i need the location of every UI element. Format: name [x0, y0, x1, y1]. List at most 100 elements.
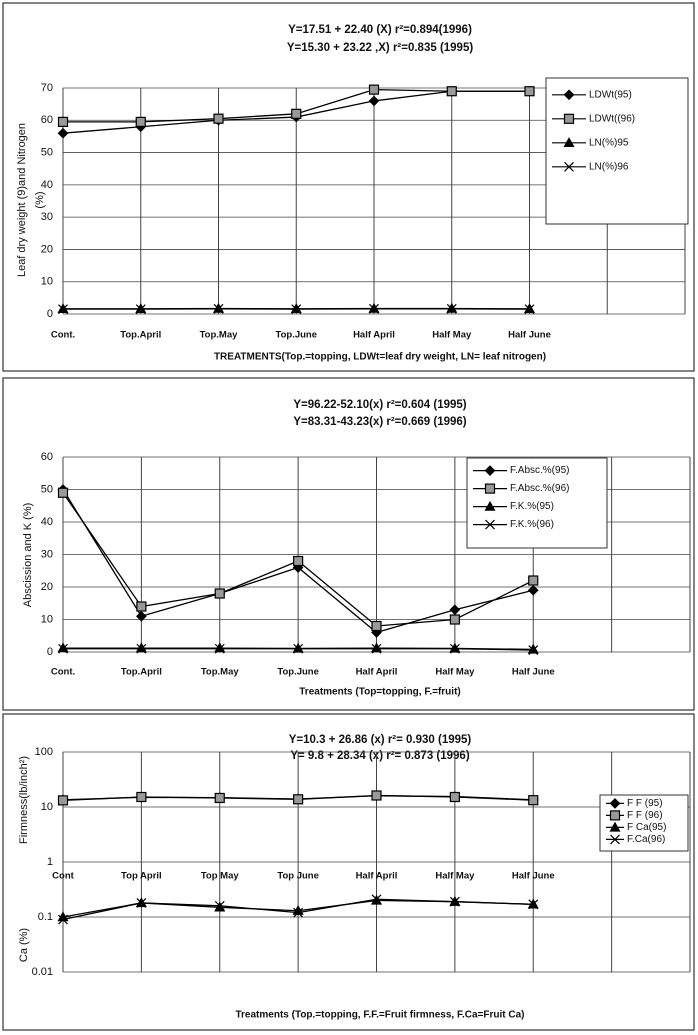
x-tick-label: Top.June [277, 667, 319, 678]
x-tick-label: Top.May [200, 330, 239, 341]
chart: Y=17.51 + 22.40 (X) r²=0.894(1996) Y=15.3… [2, 2, 695, 372]
marker [136, 791, 147, 803]
marker [136, 601, 147, 612]
y-tick-label: 70 [41, 82, 53, 94]
y-axis-label: Leaf dry weight (9)and Nitrogen [16, 123, 28, 277]
x-tick-label: Top.May [201, 667, 240, 678]
x-axis-label: Treatments (Top=topping, F.=fruit) [299, 687, 460, 698]
legend-label: F.Ca(96) [627, 834, 665, 845]
x-tick-label: Half May [435, 871, 475, 882]
y-tick-label: 40 [41, 179, 53, 191]
y-tick-label: 0 [47, 646, 53, 658]
y-tick-label: 0.1 [38, 911, 53, 923]
y-tick-label: 10 [41, 801, 53, 813]
legend-label: F.K.%(96) [510, 519, 554, 530]
marker [449, 614, 460, 625]
legend-label: F.Absc.%(95) [510, 465, 569, 476]
x-tick-label: Half May [435, 667, 475, 678]
marker [370, 642, 383, 653]
legend-label: F F (96) [627, 810, 663, 821]
marker [563, 113, 575, 124]
marker [524, 86, 535, 97]
legend-label: LDWt((96) [589, 113, 635, 124]
marker [291, 108, 302, 119]
x-tick-label: Cont [52, 871, 74, 882]
x-tick-label: Top May [201, 871, 240, 882]
marker [214, 900, 225, 911]
marker [527, 643, 539, 654]
equation: Y=10.3 + 26.86 (x) r²= 0.930 (1995) [289, 734, 472, 746]
marker [368, 84, 380, 95]
chart-frame [2, 377, 695, 711]
x-tick-label: Top.April [121, 667, 162, 678]
chart-frame [2, 713, 695, 1031]
x-axis-label: Treatments (Top.=topping, F.F.=Fruit fir… [235, 1010, 524, 1021]
marker [135, 116, 146, 128]
marker [136, 610, 147, 622]
x-tick-label: Top June [277, 871, 319, 882]
marker [57, 116, 69, 128]
y-axis-label: Abscission and K (%) [22, 503, 34, 608]
legend-label: LN(%)95 [589, 137, 629, 148]
marker [57, 127, 69, 139]
equation: Y=17.51 + 22.40 (X) r²=0.894(1996) [288, 24, 472, 36]
marker [609, 798, 621, 809]
y-tick-label: 1 [47, 856, 53, 868]
marker [449, 604, 461, 616]
y-tick-label: 50 [41, 146, 53, 158]
equation: Y=96.22-52.10(x) r²=0.604 (1995) [293, 399, 466, 411]
y-tick-label: 100 [35, 746, 53, 758]
marker [58, 304, 68, 315]
marker [609, 821, 621, 832]
x-tick-label: Half June [512, 871, 555, 882]
marker [57, 795, 69, 806]
marker [528, 899, 539, 910]
y-tick-label: 0.01 [32, 966, 53, 978]
marker [57, 642, 69, 653]
marker [58, 914, 68, 925]
marker [371, 790, 382, 801]
marker [214, 588, 225, 599]
marker [136, 643, 147, 654]
y-tick-label: 50 [41, 483, 53, 495]
marker [57, 487, 69, 498]
y-tick-label: 0 [47, 308, 53, 320]
legend-label: LN(%)96 [589, 161, 629, 172]
legend-label: F.K.%(95) [510, 501, 554, 512]
marker [484, 483, 496, 494]
marker [136, 898, 147, 908]
marker [528, 645, 539, 655]
legend-label: LDWt(95) [589, 89, 632, 100]
marker [293, 907, 304, 918]
x-axis-label: TREATMENTS(Top.=topping, LDWt=leaf dry w… [214, 352, 546, 363]
equation: Y= 9.8 + 28.34 (x) r²= 0.873 (1996) [290, 750, 469, 762]
x-tick-label: Top.April [120, 330, 161, 341]
marker [449, 643, 460, 654]
marker [213, 113, 224, 124]
marker [58, 643, 68, 654]
marker [528, 575, 539, 586]
y-tick-label: 20 [41, 243, 53, 255]
chart-frame [2, 2, 695, 372]
marker [293, 794, 304, 805]
marker [563, 89, 575, 101]
y-axis-label: (%) [34, 191, 46, 208]
marker [135, 642, 147, 653]
x-tick-label: Half April [356, 871, 398, 882]
legend-label: F Ca(95) [627, 822, 666, 833]
x-tick-label: Half June [508, 330, 551, 341]
y-tick-label: 60 [41, 451, 53, 463]
marker [528, 795, 539, 806]
legend-label: F F (95) [627, 798, 663, 809]
marker [524, 304, 535, 315]
marker [449, 896, 460, 907]
marker [610, 834, 620, 845]
x-tick-label: Top.June [275, 330, 317, 341]
y-tick-label: 10 [41, 613, 53, 625]
marker [293, 643, 304, 654]
marker [446, 86, 457, 97]
marker [527, 584, 539, 596]
marker [135, 304, 146, 315]
chart: Y=96.22-52.10(x) r²=0.604 (1995) Y=83.31-… [2, 377, 695, 711]
